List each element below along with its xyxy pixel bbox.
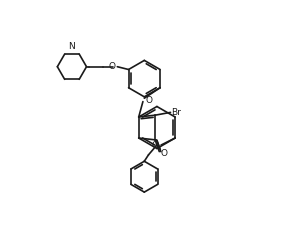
- Text: N: N: [68, 42, 75, 51]
- Text: Br: Br: [171, 108, 181, 117]
- Text: O: O: [109, 62, 116, 71]
- Text: O: O: [161, 148, 168, 158]
- Text: O: O: [152, 141, 159, 150]
- Text: O: O: [145, 96, 152, 105]
